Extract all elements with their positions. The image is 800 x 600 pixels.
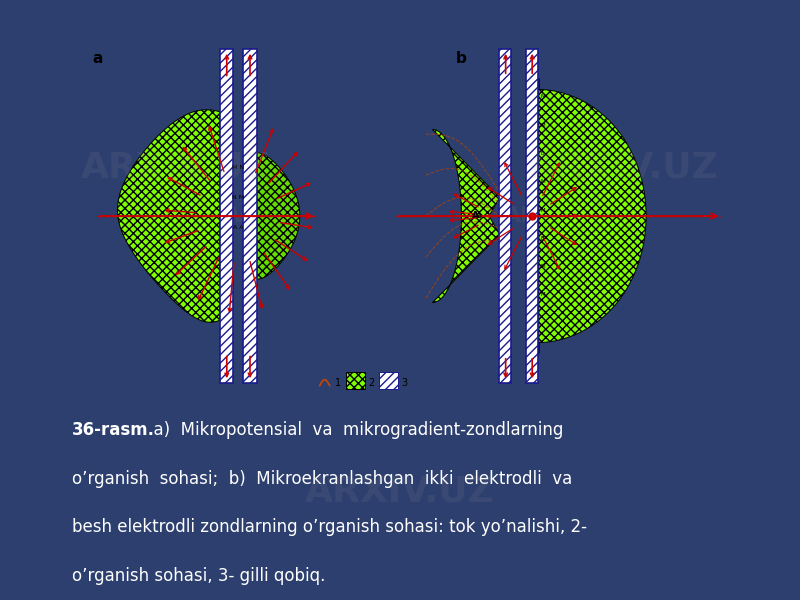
Text: a: a [92, 51, 102, 66]
Text: N M: N M [232, 195, 245, 200]
Polygon shape [118, 110, 220, 322]
FancyBboxPatch shape [379, 372, 398, 389]
FancyBboxPatch shape [526, 49, 538, 383]
Text: M N: M N [232, 165, 245, 170]
Text: M: M [541, 94, 546, 100]
Text: M: M [541, 123, 546, 128]
FancyBboxPatch shape [346, 372, 365, 389]
FancyBboxPatch shape [243, 49, 257, 383]
Text: B: B [541, 236, 545, 241]
Text: o’rganish  sohasi;  b)  Mikroekranlashgan  ikki  elektrodli  va: o’rganish sohasi; b) Mikroekranlashgan i… [72, 470, 572, 488]
Text: 2: 2 [368, 377, 374, 388]
Text: o’rganish sohasi, 3- gilli qobiq.: o’rganish sohasi, 3- gilli qobiq. [72, 567, 326, 585]
Text: 36-rasm.: 36-rasm. [72, 421, 155, 439]
Polygon shape [539, 79, 646, 353]
Polygon shape [257, 153, 300, 279]
Text: ARXIV.UZ: ARXIV.UZ [504, 206, 620, 226]
Text: A A: A A [233, 224, 244, 230]
Text: a)  Mikropotensial  va  mikrogradient-zondlarning: a) Mikropotensial va mikrogradient-zondl… [142, 421, 563, 439]
Text: M: M [541, 264, 546, 269]
Text: ARXIV.UZ: ARXIV.UZ [172, 206, 288, 226]
Text: A₀: A₀ [471, 211, 482, 220]
Text: 3: 3 [402, 377, 407, 388]
Text: besh elektrodli zondlarning o’rganish sohasi: tok yo’nalishi, 2-: besh elektrodli zondlarning o’rganish so… [72, 518, 587, 536]
FancyBboxPatch shape [499, 49, 511, 383]
Text: M: M [541, 208, 546, 212]
Text: ARXIV.UZ: ARXIV.UZ [305, 475, 495, 509]
Text: M: M [541, 292, 546, 298]
Text: 1: 1 [335, 377, 341, 388]
Text: ARXIV.UZ: ARXIV.UZ [81, 151, 271, 185]
Text: ARXIV.UZ: ARXIV.UZ [529, 151, 719, 185]
Text: b: b [456, 51, 466, 66]
Text: M: M [541, 179, 546, 184]
Text: B: B [541, 151, 545, 156]
Polygon shape [433, 130, 500, 302]
FancyBboxPatch shape [220, 49, 234, 383]
